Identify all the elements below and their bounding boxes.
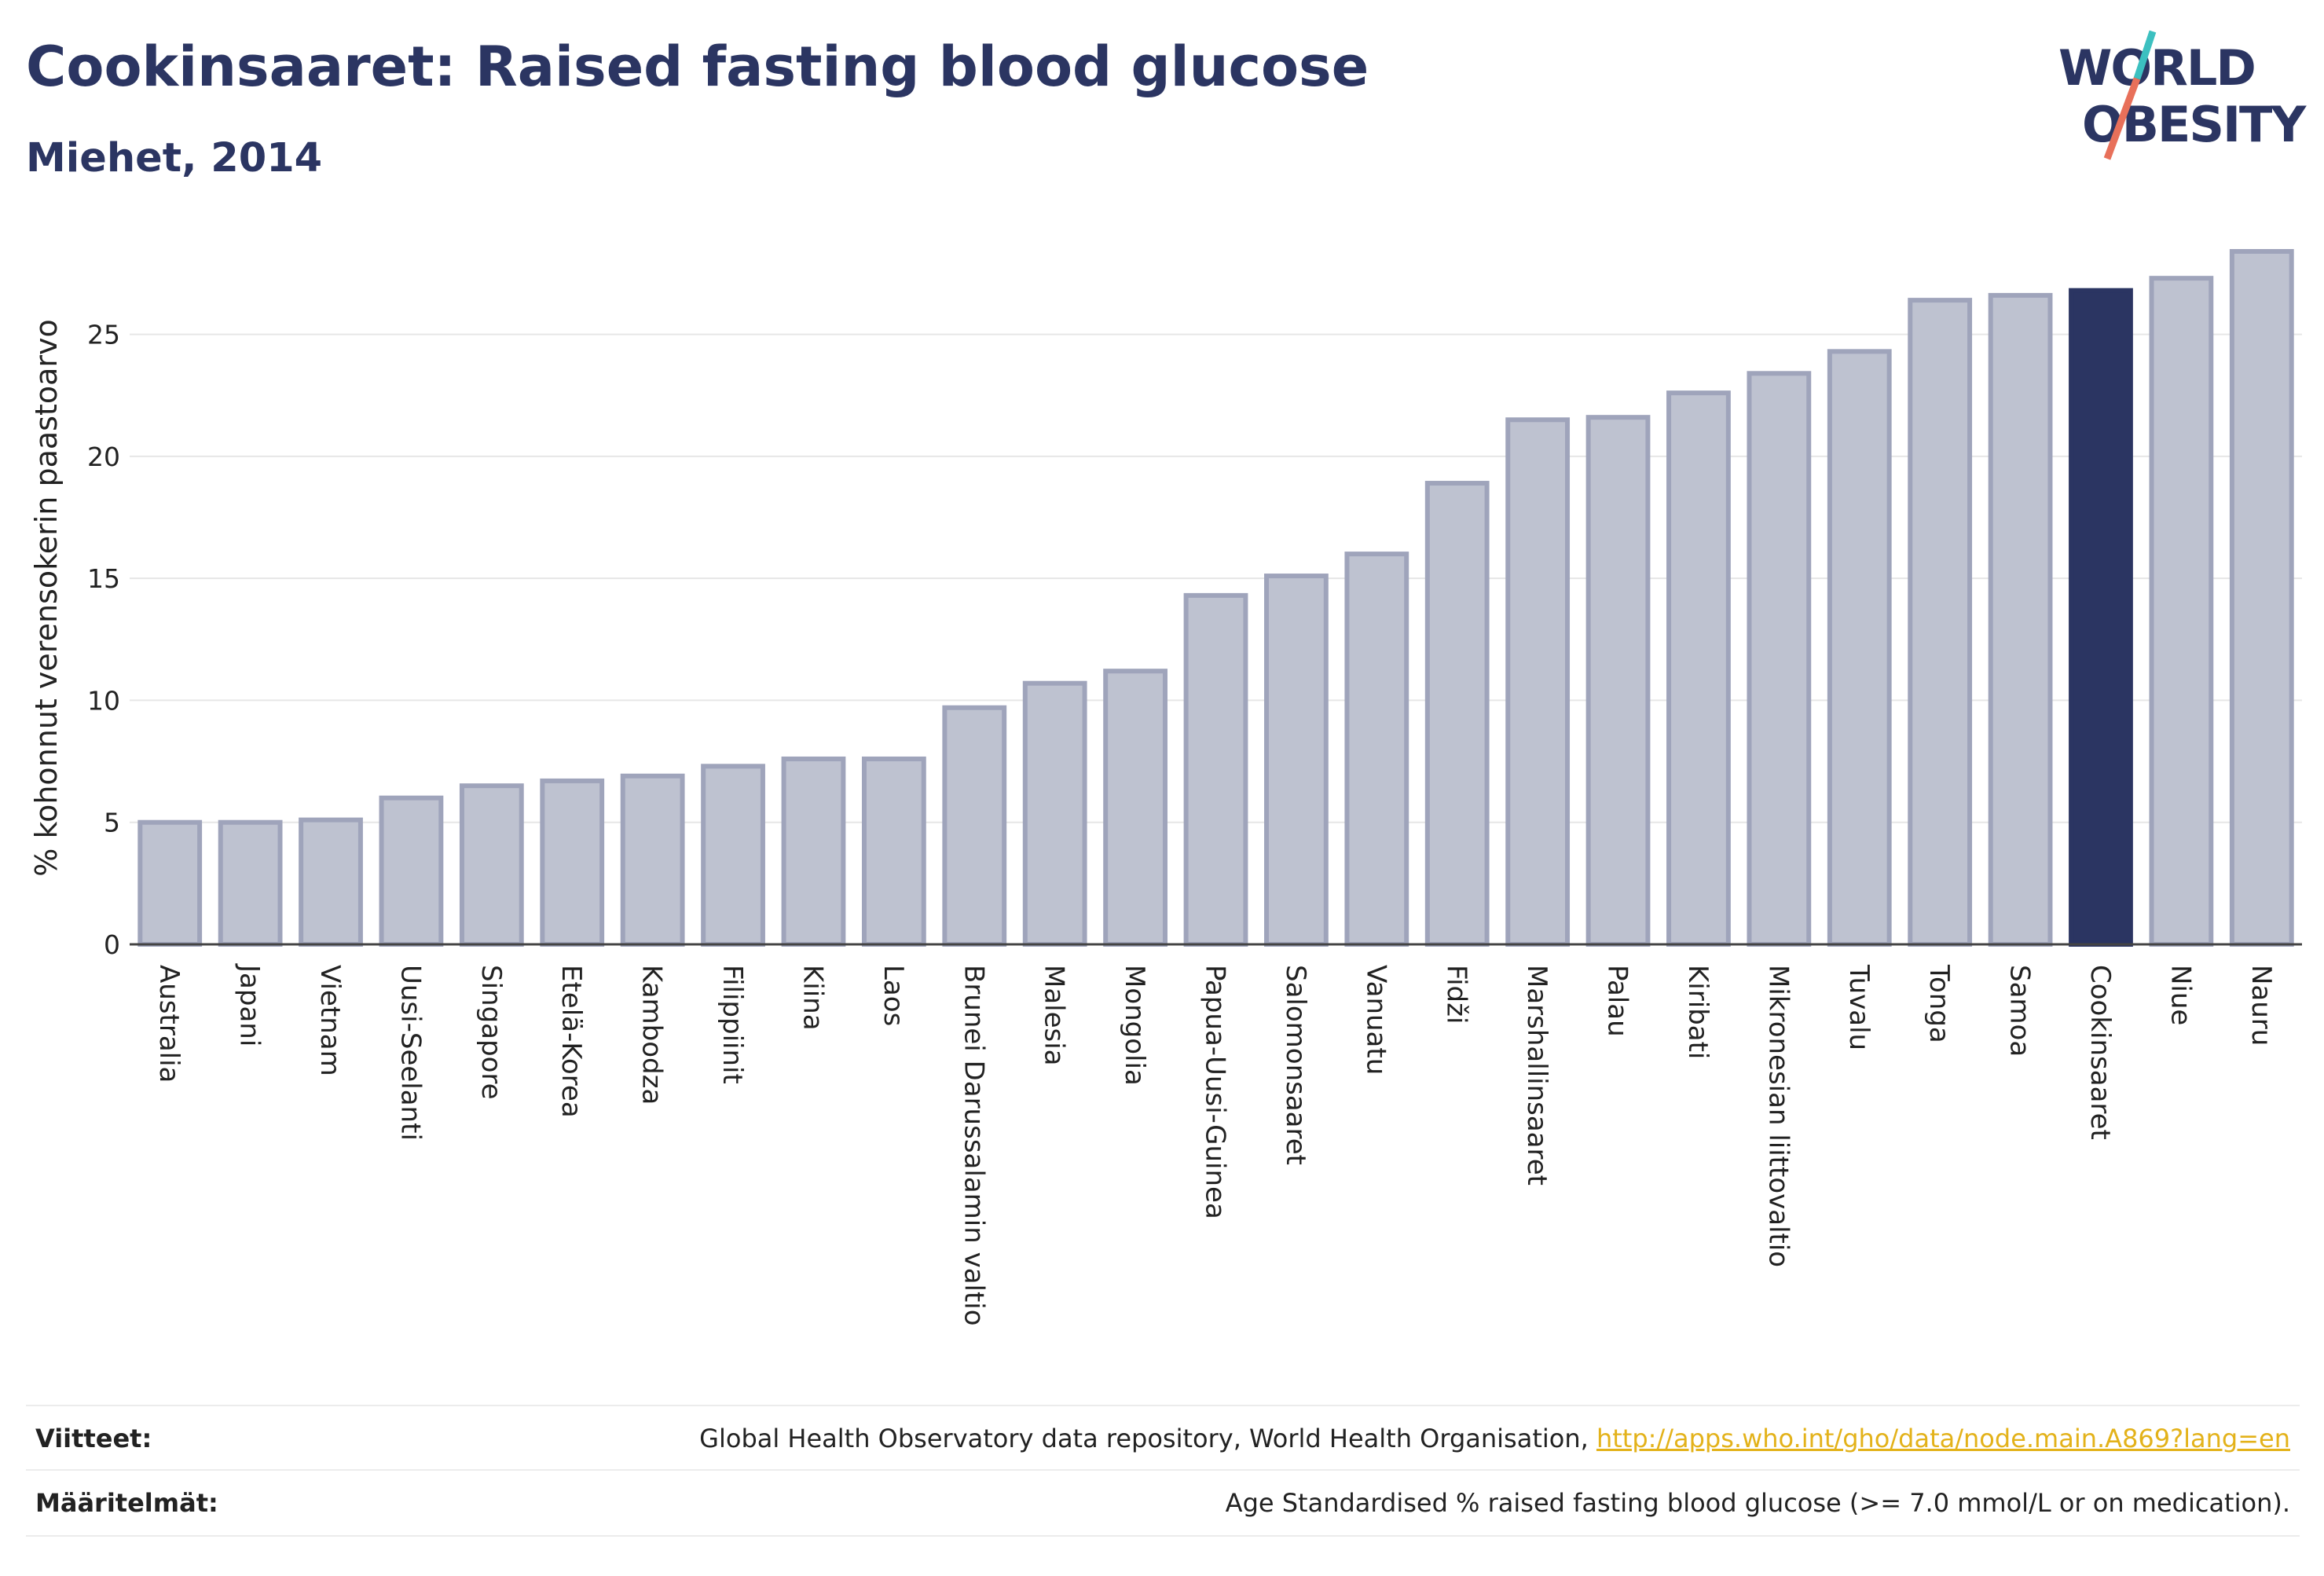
x-tick-label: Vietnam (314, 965, 346, 1076)
y-tick-label: 15 (87, 563, 120, 594)
y-tick-label: 25 (87, 320, 120, 350)
x-tick-label: Marshallinsaaret (1521, 965, 1552, 1186)
x-tick-label: Laos (878, 965, 909, 1026)
bar (1827, 349, 1892, 947)
x-tick-label: Kiribati (1682, 965, 1714, 1059)
bar (2149, 276, 2214, 947)
x-tick-label: Kiina (797, 965, 828, 1031)
bar (1988, 292, 2053, 947)
bar (1747, 371, 1812, 947)
bar (781, 756, 846, 947)
references-label: Viitteet: (35, 1424, 152, 1453)
x-axis-labels: Australia Japani Vietnam Uusi-Seelanti Singa… (153, 963, 2277, 1326)
bar (459, 783, 524, 947)
x-tick-label: Uusi-Seelanti (394, 965, 426, 1141)
y-tick-label: 0 (104, 929, 120, 960)
world-obesity-logo: WORLD OBESITY (2058, 30, 2308, 160)
footer-definitions-row: Määritelmät: Age Standardised % raised f… (26, 1469, 2300, 1537)
bar-chart: 0 5 10 15 20 25 Australia Japani Vietnam Uusi-Se… (29, 249, 2302, 1326)
bar (1183, 592, 1248, 947)
y-tick-label: 20 (87, 442, 120, 472)
x-tick-label: Filippiinit (717, 965, 748, 1084)
logo-slash-teal-icon (2133, 30, 2157, 80)
x-tick-label: Samoa (2004, 965, 2036, 1057)
page-subtitle: Miehet, 2014 (26, 135, 323, 181)
bar (2229, 249, 2294, 947)
bar (379, 795, 444, 947)
bar-highlight (2069, 288, 2133, 947)
bar (1908, 298, 1973, 947)
x-tick-label: Etelä-Korea (555, 965, 587, 1118)
bar (1264, 574, 1329, 947)
y-axis-title: % kohonnut verensokerin paastoarvo (29, 319, 64, 876)
bar (137, 819, 203, 947)
logo-line-world: WORLD (2058, 39, 2255, 97)
bar (701, 764, 765, 947)
bar (299, 817, 363, 947)
footer-references-row: Viitteet: Global Health Observatory data… (26, 1405, 2300, 1471)
bar (1344, 552, 1409, 947)
bar (1424, 481, 1490, 947)
bar (1103, 669, 1167, 947)
x-tick-label: Brunei Darussalamin valtio (958, 965, 989, 1326)
x-tick-label: Japani (234, 963, 266, 1046)
x-tick-label: Tuvalu (1843, 964, 1875, 1050)
x-tick-label: Singapore (475, 965, 507, 1100)
x-tick-label: Palau (1602, 965, 1633, 1037)
x-tick-label: Salomonsaaret (1280, 965, 1311, 1165)
logo-slash-red-icon (2103, 77, 2141, 160)
y-tick-label: 10 (87, 685, 120, 716)
bar (1585, 415, 1651, 947)
x-tick-label: Nauru (2245, 965, 2277, 1046)
page-title: Cookinsaaret: Raised fasting blood gluco… (26, 35, 1369, 99)
x-tick-label: Mikronesian liittovaltio (1762, 965, 1794, 1267)
x-tick-label: Malesia (1039, 965, 1070, 1066)
x-tick-label: Cookinsaaret (2084, 965, 2116, 1140)
y-axis-ticks: 0 5 10 15 20 25 (87, 320, 120, 960)
bar (942, 705, 1007, 947)
x-tick-label: Vanuatu (1360, 965, 1391, 1075)
bar (218, 819, 283, 947)
bar (1666, 390, 1731, 947)
bar (861, 756, 926, 947)
x-tick-label: Fidži (1441, 965, 1472, 1024)
bar (1022, 680, 1087, 947)
x-tick-label: Niue (2165, 965, 2196, 1025)
x-tick-label: Mongolia (1119, 965, 1150, 1086)
x-tick-label: Australia (153, 965, 185, 1083)
y-tick-label: 5 (104, 808, 120, 838)
bar (620, 773, 685, 947)
definitions-text: Age Standardised % raised fasting blood … (1225, 1488, 2290, 1518)
references-link[interactable]: http://apps.who.int/gho/data/node.main.A… (1596, 1424, 2290, 1453)
bars (137, 249, 2294, 947)
x-tick-label: Kambodza (636, 965, 668, 1105)
references-value: Global Health Observatory data repositor… (699, 1424, 2300, 1453)
definitions-label: Määritelmät: (35, 1488, 218, 1518)
bar (540, 778, 605, 947)
bar (1505, 417, 1571, 947)
references-text: Global Health Observatory data repositor… (699, 1424, 1596, 1453)
x-tick-label: Tonga (1923, 964, 1955, 1043)
x-tick-label: Papua-Uusi-Guinea (1200, 965, 1231, 1219)
